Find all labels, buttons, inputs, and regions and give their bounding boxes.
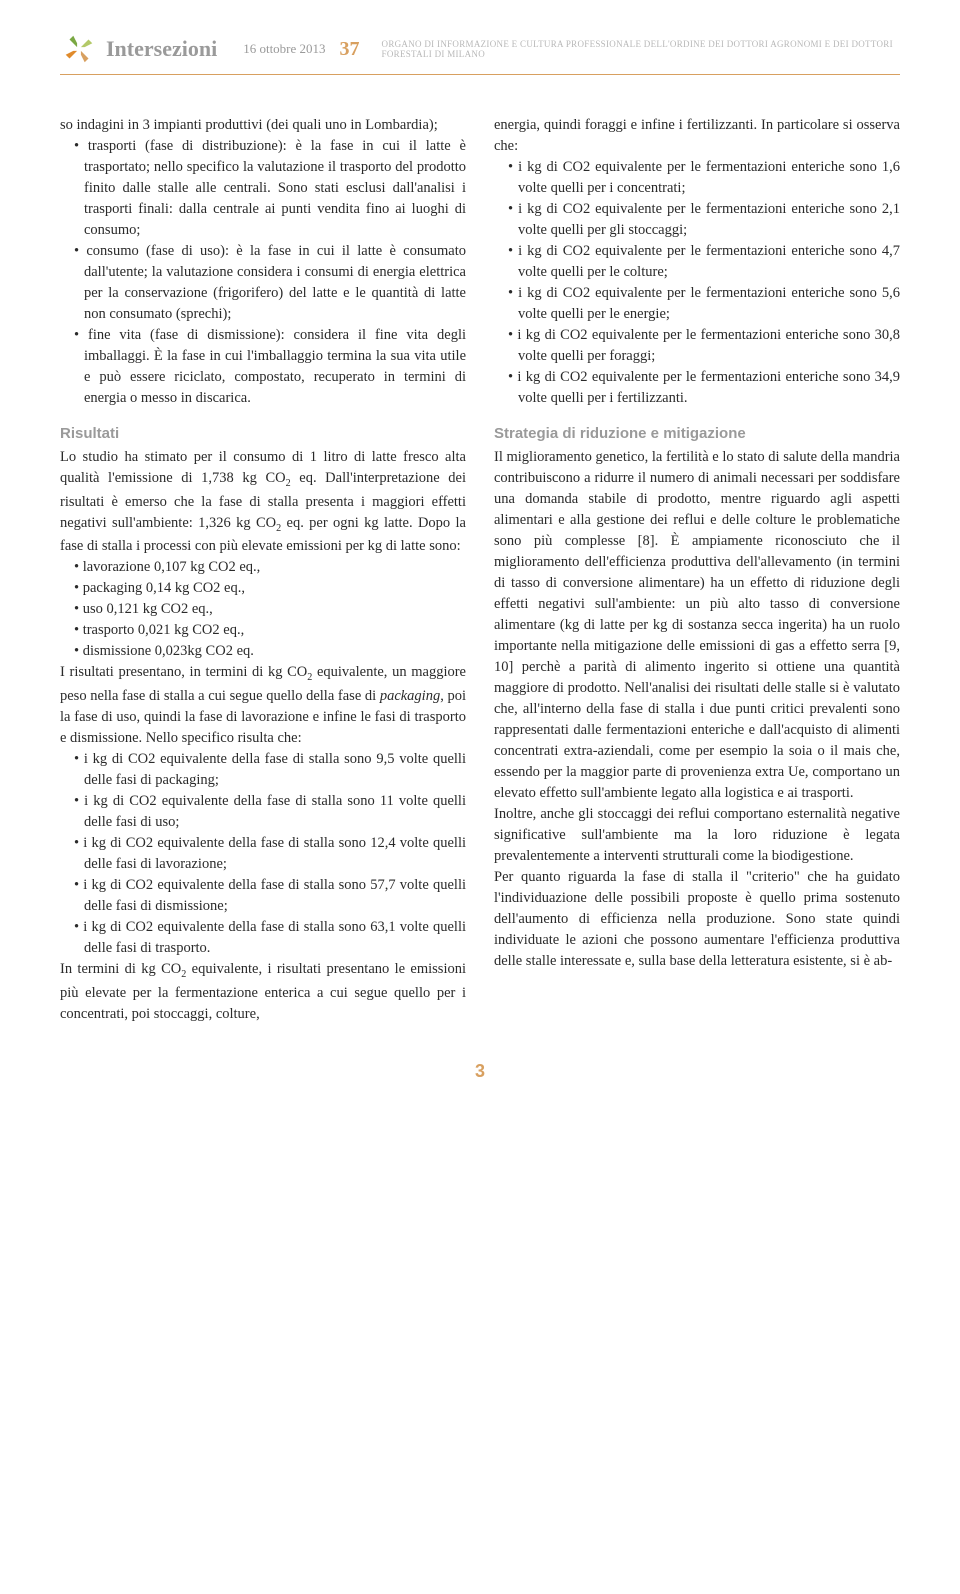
list-item: i kg di CO2 equivalente per le fermentaz… bbox=[518, 283, 900, 325]
right-bullets-1: i kg di CO2 equivalente per le fermentaz… bbox=[494, 157, 900, 409]
list-item: i kg di CO2 equivalente per le fermentaz… bbox=[518, 367, 900, 409]
section-heading-strategia: Strategia di riduzione e mitigazione bbox=[494, 423, 900, 445]
left-para-1: Lo studio ha stimato per il consumo di 1… bbox=[60, 447, 466, 557]
list-item: i kg di CO2 equivalente della fase di st… bbox=[84, 917, 466, 959]
section-heading-risultati: Risultati bbox=[60, 423, 466, 445]
list-item: i kg di CO2 equivalente della fase di st… bbox=[84, 749, 466, 791]
page-header: Intersezioni 16 ottobre 2013 37 Organo d… bbox=[60, 30, 900, 75]
right-para-1: Il miglioramento genetico, la fertilità … bbox=[494, 447, 900, 804]
right-intro: energia, quindi foraggi e infine i ferti… bbox=[494, 115, 900, 157]
left-intro: so indagini in 3 impianti produttivi (de… bbox=[60, 115, 466, 136]
header-subtitle: Organo di informazione e cultura profess… bbox=[382, 39, 900, 59]
right-column: energia, quindi foraggi e infine i ferti… bbox=[494, 115, 900, 1025]
list-item: i kg di CO2 equivalente per le fermentaz… bbox=[518, 241, 900, 283]
text-italic: packaging bbox=[380, 688, 440, 704]
right-para-2: Inoltre, anche gli stoccaggi dei reflui … bbox=[494, 804, 900, 867]
journal-title: Intersezioni bbox=[106, 36, 217, 62]
page-number: 3 bbox=[60, 1061, 900, 1082]
list-item: dismissione 0,023kg CO2 eq. bbox=[84, 641, 466, 662]
left-column: so indagini in 3 impianti produttivi (de… bbox=[60, 115, 466, 1025]
list-item: packaging 0,14 kg CO2 eq., bbox=[84, 578, 466, 599]
left-bullets-1: trasporti (fase di distribuzione): è la … bbox=[60, 136, 466, 409]
left-para-3: In termini di kg CO2 equivalente, i risu… bbox=[60, 959, 466, 1025]
list-item: i kg di CO2 equivalente per le fermentaz… bbox=[518, 157, 900, 199]
page: Intersezioni 16 ottobre 2013 37 Organo d… bbox=[0, 0, 960, 1122]
text-span: In termini di kg CO bbox=[60, 961, 181, 977]
list-item: trasporti (fase di distribuzione): è la … bbox=[84, 136, 466, 241]
logo-icon bbox=[60, 30, 98, 68]
list-item: i kg di CO2 equivalente per le fermentaz… bbox=[518, 325, 900, 367]
list-item: uso 0,121 kg CO2 eq., bbox=[84, 599, 466, 620]
list-item: lavorazione 0,107 kg CO2 eq., bbox=[84, 557, 466, 578]
right-para-3: Per quanto riguarda la fase di stalla il… bbox=[494, 867, 900, 972]
list-item: i kg di CO2 equivalente della fase di st… bbox=[84, 833, 466, 875]
left-bullets-3: i kg di CO2 equivalente della fase di st… bbox=[60, 749, 466, 959]
left-bullets-2: lavorazione 0,107 kg CO2 eq., packaging … bbox=[60, 557, 466, 662]
list-item: i kg di CO2 equivalente per le fermentaz… bbox=[518, 199, 900, 241]
body-columns: so indagini in 3 impianti produttivi (de… bbox=[60, 115, 900, 1025]
left-para-2: I risultati presentano, in termini di kg… bbox=[60, 662, 466, 749]
list-item: trasporto 0,021 kg CO2 eq., bbox=[84, 620, 466, 641]
header-date: 16 ottobre 2013 bbox=[243, 41, 325, 57]
list-item: consumo (fase di uso): è la fase in cui … bbox=[84, 241, 466, 325]
list-item: i kg di CO2 equivalente della fase di st… bbox=[84, 791, 466, 833]
issue-number: 37 bbox=[340, 38, 360, 61]
list-item: fine vita (fase di dismissione): conside… bbox=[84, 325, 466, 409]
text-span: I risultati presentano, in termini di kg… bbox=[60, 664, 307, 680]
list-item: i kg di CO2 equivalente della fase di st… bbox=[84, 875, 466, 917]
